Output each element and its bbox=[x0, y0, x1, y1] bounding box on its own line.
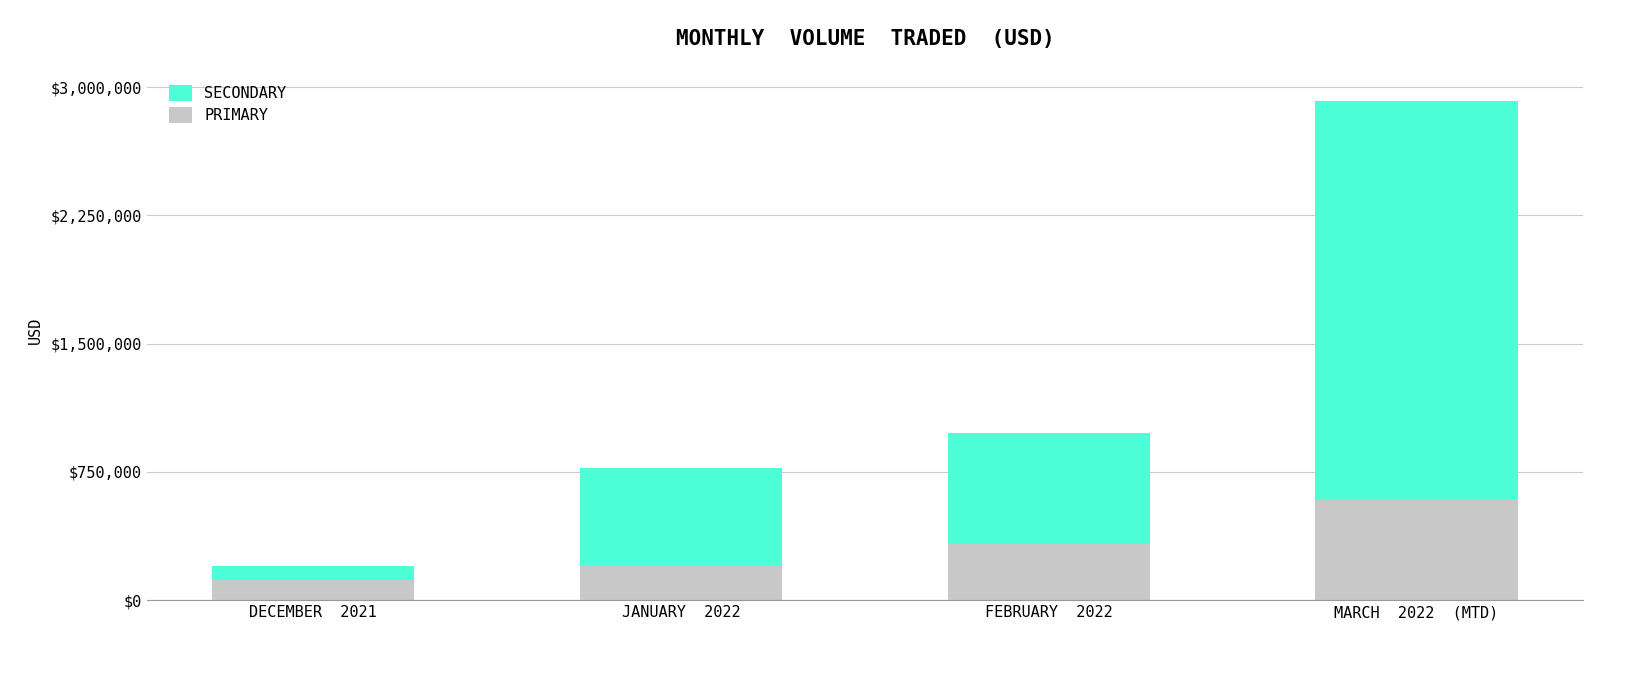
Bar bbox=[948, 544, 1151, 600]
Bar bbox=[1315, 101, 1518, 499]
Bar bbox=[579, 566, 782, 600]
Bar bbox=[948, 432, 1151, 544]
Legend: SECONDARY, PRIMARY: SECONDARY, PRIMARY bbox=[168, 85, 286, 123]
Bar bbox=[212, 580, 415, 600]
Bar bbox=[212, 566, 415, 580]
Bar bbox=[1315, 499, 1518, 600]
Bar bbox=[579, 469, 782, 566]
Title: MONTHLY  VOLUME  TRADED  (USD): MONTHLY VOLUME TRADED (USD) bbox=[676, 29, 1054, 48]
Y-axis label: USD: USD bbox=[28, 317, 42, 344]
